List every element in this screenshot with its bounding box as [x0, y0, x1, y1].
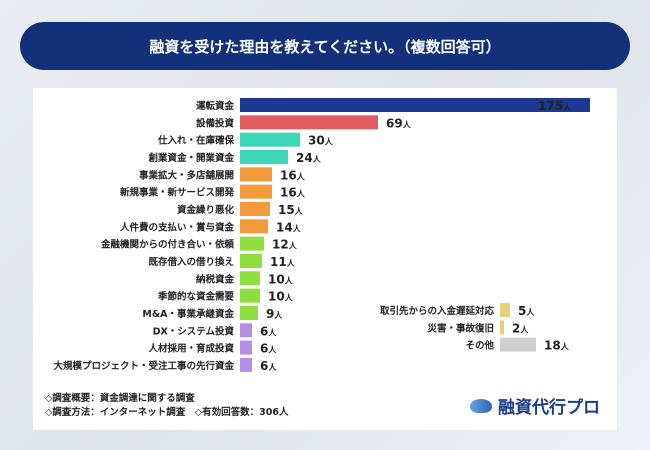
- category-label: 災害・事故復旧: [426, 322, 494, 334]
- value-label: 11人: [270, 255, 296, 269]
- bar: [240, 323, 252, 338]
- category-label: 金融機関からの付き合い・依頼: [100, 239, 235, 251]
- bar: [240, 115, 378, 130]
- category-label: 仕入れ・在庫確保: [157, 135, 235, 147]
- bar: [500, 320, 504, 335]
- category-label: DX・システム投資: [153, 325, 235, 337]
- category-label: 設備投資: [196, 117, 235, 129]
- category-label: 季節的な資金需要: [157, 291, 235, 303]
- value-label: 16人: [280, 168, 306, 182]
- category-label: 運転資金: [196, 100, 235, 112]
- category-label: その他: [465, 340, 494, 352]
- category-label: 既存借入の借り換え: [148, 256, 234, 268]
- value-label: 69人: [386, 116, 412, 130]
- bar: [240, 132, 300, 147]
- bar: [240, 184, 272, 199]
- value-label: 10人: [268, 290, 294, 304]
- bar: [500, 303, 510, 317]
- brand-logo: 融資代行プロ: [470, 393, 600, 418]
- value-label: 30人: [308, 134, 334, 148]
- bar: [240, 357, 252, 372]
- value-label: 6人: [260, 342, 277, 356]
- category-label: 納税資金: [196, 273, 235, 285]
- logo-text: 融資代行プロ: [498, 398, 600, 418]
- bar: [240, 98, 590, 112]
- bar: [240, 149, 288, 164]
- value-label: 15人: [278, 203, 304, 217]
- value-label: 24人: [296, 151, 322, 165]
- value-label: 12人: [272, 238, 298, 252]
- bar: [240, 167, 272, 182]
- chart-title: 融資を受けた理由を教えてください。（複数回答可）: [20, 22, 630, 70]
- category-label: 新規事業・新サービス開発: [120, 187, 235, 199]
- value-label: 10人: [268, 272, 294, 286]
- value-label: 9人: [266, 307, 283, 321]
- bar: [240, 271, 260, 286]
- bar: [240, 236, 264, 251]
- value-label: 5人: [518, 304, 535, 318]
- category-label: M&A・事業承継資金: [142, 308, 234, 320]
- category-label: 事業拡大・多店舗展開: [139, 169, 234, 181]
- bar: [240, 305, 258, 320]
- bar: [240, 219, 268, 234]
- category-label: 創業資金・開業資金: [147, 152, 234, 164]
- bar: [240, 201, 270, 216]
- value-label: 175人: [538, 99, 572, 113]
- bar: [240, 253, 262, 268]
- value-label: 16人: [280, 186, 306, 200]
- category-label: 大規模プロジェクト・受注工事の先行資金: [53, 360, 234, 372]
- category-label: 資金繰り悪化: [177, 204, 235, 216]
- value-label: 14人: [276, 220, 302, 234]
- value-label: 6人: [260, 359, 277, 373]
- wave-logo-icon: [470, 398, 492, 413]
- bar: [240, 288, 260, 303]
- bar: [500, 337, 536, 352]
- chart-card: [33, 88, 617, 430]
- value-label: 2人: [512, 321, 529, 335]
- value-label: 6人: [260, 324, 277, 338]
- note-overview: ◇調査概要：資金調達に関する調査: [45, 393, 195, 404]
- category-label: 取引先からの入金遅延対応: [380, 305, 495, 317]
- value-label: 18人: [544, 339, 570, 353]
- survey-notes: ◇調査概要：資金調達に関する調査 ◇調査方法：インターネット調査 ◇有効回答数：…: [45, 392, 288, 420]
- category-label: 人材採用・育成投資: [148, 343, 234, 355]
- category-label: 人件費の支払い・賞与資金: [120, 221, 235, 233]
- bar: [240, 340, 252, 355]
- note-method: ◇調査方法：インターネット調査 ◇有効回答数：306人: [45, 407, 289, 418]
